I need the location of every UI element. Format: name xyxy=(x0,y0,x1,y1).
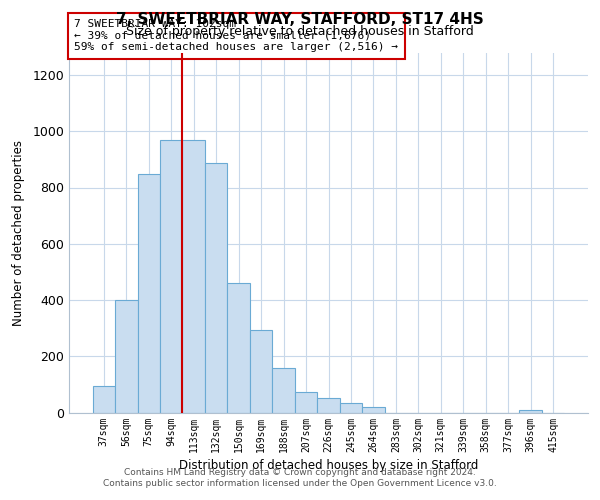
Bar xyxy=(295,392,317,412)
Bar xyxy=(272,368,295,412)
Bar xyxy=(205,163,227,412)
Bar xyxy=(340,403,362,412)
Text: 7, SWEETBRIAR WAY, STAFFORD, ST17 4HS: 7, SWEETBRIAR WAY, STAFFORD, ST17 4HS xyxy=(116,12,484,28)
Bar xyxy=(317,398,340,412)
Y-axis label: Number of detached properties: Number of detached properties xyxy=(13,140,25,326)
Bar xyxy=(227,283,250,412)
Text: Contains HM Land Registry data © Crown copyright and database right 2024.
Contai: Contains HM Land Registry data © Crown c… xyxy=(103,468,497,487)
Bar xyxy=(520,410,542,412)
Text: Size of property relative to detached houses in Stafford: Size of property relative to detached ho… xyxy=(126,25,474,38)
Text: 7 SWEETBRIAR WAY: 102sqm
← 39% of detached houses are smaller (1,676)
59% of sem: 7 SWEETBRIAR WAY: 102sqm ← 39% of detach… xyxy=(74,20,398,52)
X-axis label: Distribution of detached houses by size in Stafford: Distribution of detached houses by size … xyxy=(179,459,478,472)
Bar xyxy=(137,174,160,412)
Bar xyxy=(115,300,137,412)
Bar xyxy=(362,407,385,412)
Bar xyxy=(160,140,182,412)
Bar xyxy=(250,330,272,412)
Bar xyxy=(182,140,205,412)
Bar xyxy=(92,386,115,412)
